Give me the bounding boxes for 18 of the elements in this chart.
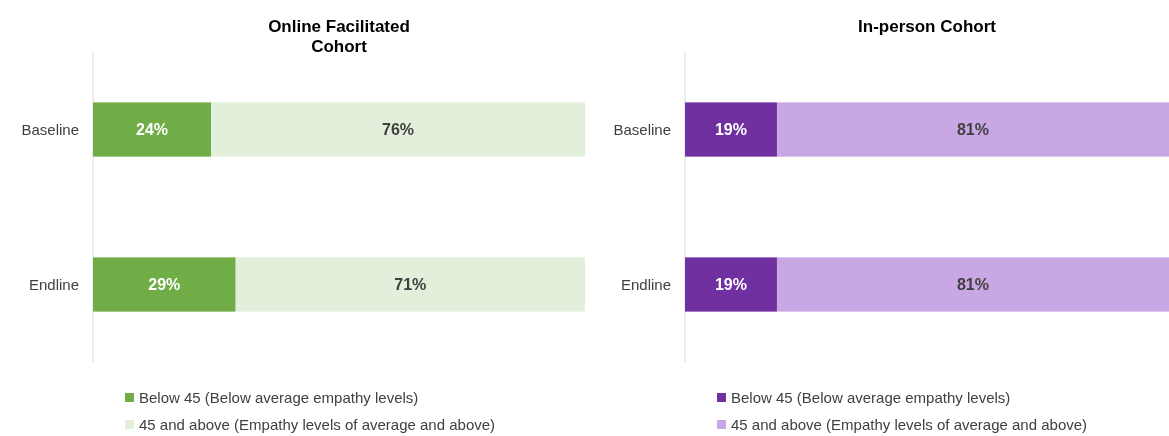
data-label: 19% bbox=[714, 276, 747, 294]
legend-label: Below 45 (Below average empathy levels) bbox=[139, 389, 419, 407]
y-tick-label: Endline bbox=[28, 275, 79, 293]
y-tick-label: Endline bbox=[620, 275, 671, 293]
legend-label: Below 45 (Below average empathy levels) bbox=[731, 389, 1011, 407]
data-label: 29% bbox=[148, 276, 181, 294]
data-label: 81% bbox=[956, 121, 989, 139]
data-label: 24% bbox=[136, 121, 169, 139]
chart-title: In-person Cohort bbox=[858, 17, 997, 36]
data-label: 19% bbox=[714, 121, 747, 139]
data-label: 71% bbox=[394, 276, 427, 294]
data-label: 76% bbox=[382, 121, 415, 139]
data-label: 81% bbox=[956, 276, 989, 294]
legend-label: 45 and above (Empathy levels of average and above) bbox=[139, 416, 496, 434]
y-tick-label: Baseline bbox=[613, 120, 671, 138]
legend-label: 45 and above (Empathy levels of average and above) bbox=[731, 416, 1088, 434]
y-tick-label: Baseline bbox=[21, 120, 79, 138]
chart-title: Online Facilitated Cohort bbox=[268, 17, 410, 56]
